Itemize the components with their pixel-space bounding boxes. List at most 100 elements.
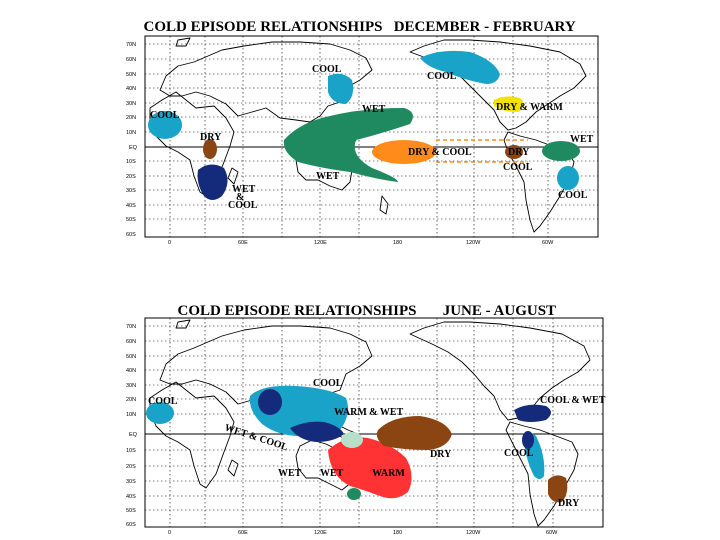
title-top: COLD EPISODE RELATIONSHIPS DECEMBER - FE…: [136, 2, 576, 36]
region-dry-pacific: [376, 416, 452, 450]
label-dry-pacific: DRY: [430, 449, 452, 460]
lat-tick: 50S: [126, 508, 136, 514]
label-cool-central-am: COOL: [503, 162, 533, 173]
title-bottom-main: COLD EPISODE RELATIONSHIPS: [177, 303, 417, 319]
label-cool-w-africa: COOL: [150, 110, 180, 121]
lon-tick: 180: [393, 530, 402, 536]
lat-tick: 60S: [126, 522, 136, 528]
lon-tick: 0: [168, 530, 171, 536]
lat-tick: 40S: [126, 203, 136, 209]
region-cool-n-pacific: [420, 50, 500, 84]
label-cool-wet-central-am: COOL & WET: [540, 395, 606, 406]
region-cool-w-africa-jja: [146, 402, 174, 424]
lat-tick: 60N: [126, 339, 136, 345]
label-cool-s-africa: COOL: [228, 200, 258, 211]
label-wet-s-africa: WET: [232, 184, 256, 195]
lat-tick: 30N: [126, 101, 136, 107]
label-cool-n-pacific: COOL: [427, 71, 457, 82]
lon-tick: 120W: [466, 530, 481, 536]
lon-tick: 180: [393, 240, 402, 246]
region-dry-warm-us: [494, 96, 524, 112]
region-warm-wet-pacific: [341, 432, 363, 448]
regions-top: [148, 50, 580, 200]
lat-tick: 50S: [126, 217, 136, 223]
region-dry-cool-pacific: [372, 140, 436, 164]
label-cool-s-america: COOL: [558, 190, 588, 201]
grid-bottom: [145, 318, 603, 527]
coastlines-bottom: [149, 319, 591, 527]
label-wet-australia: WET: [320, 468, 344, 479]
region-cool-wet-india: [258, 389, 282, 415]
lon-tick: 60W: [546, 530, 558, 536]
lat-tick: EQ: [129, 145, 138, 151]
label-wet-n-s-america: WET: [570, 134, 594, 145]
lon-tick: 120W: [466, 240, 481, 246]
lat-tick: 30S: [126, 479, 136, 485]
lat-tick: 30S: [126, 188, 136, 194]
region-cool-wet-central-am: [514, 404, 551, 422]
lat-tick: 50N: [126, 354, 136, 360]
region-wet-n-s-america: [542, 141, 580, 161]
map-jun-aug: COOL COOL COOL & WET WARM & WET WET & CO…: [126, 317, 606, 536]
lat-tick: 50N: [126, 72, 136, 78]
region-cool-s-america: [557, 166, 579, 190]
lat-tick: 10N: [126, 130, 136, 136]
region-wet-cool-maritime: [290, 421, 344, 442]
lon-tick: 60W: [542, 240, 554, 246]
lat-tick: 70N: [126, 324, 136, 330]
region-warm-pacific: [328, 437, 412, 499]
title-top-main: COLD EPISODE RELATIONSHIPS: [143, 19, 383, 35]
lat-tick: 70N: [126, 42, 136, 48]
regions-bottom: [146, 385, 568, 503]
frame-bottom: [144, 317, 604, 528]
lat-tick: 20S: [126, 464, 136, 470]
region-dry-e-africa: [203, 139, 217, 159]
lon-tick: 60E: [238, 530, 248, 536]
frame-top: [144, 35, 599, 238]
lat-tick: 40N: [126, 86, 136, 92]
label-dry-s-america: DRY: [558, 498, 580, 509]
lon-tick: 120E: [314, 240, 327, 246]
label-wet-australia: WET: [316, 171, 340, 182]
region-wet-maritime: [283, 108, 413, 182]
lat-tick: 20N: [126, 115, 136, 121]
region-dry-central-am: [505, 145, 523, 159]
lat-ticks-top: 70N 60N 50N 40N 30N 20N 10N EQ 10S 20S 3…: [126, 42, 138, 238]
lon-tick: 0: [168, 240, 171, 246]
label-wet-indian: WET: [278, 468, 302, 479]
title-top-season: DECEMBER - FEBRUARY: [393, 19, 576, 35]
region-wet-s-africa: [197, 164, 228, 200]
lat-tick: 60S: [126, 232, 136, 238]
lon-ticks-top: 0 60E 120E 180 120W 60W: [168, 240, 554, 246]
lat-tick: 30N: [126, 383, 136, 389]
lat-tick: 10S: [126, 448, 136, 454]
label-warm-wet-pacific: WARM & WET: [334, 407, 404, 418]
label-dry-e-africa: DRY: [200, 132, 222, 143]
region-cool-w-africa: [148, 111, 182, 139]
lat-tick: 60N: [126, 57, 136, 63]
label-and-s-africa: &: [236, 192, 244, 203]
lon-tick: 120E: [314, 530, 327, 536]
lon-tick: 60E: [238, 240, 248, 246]
label-dry-cool-pacific: DRY & COOL: [408, 147, 472, 158]
region-cool-e-asia: [328, 73, 354, 104]
label-cool-s-america-jja: COOL: [504, 448, 534, 459]
labels-top: COOL COOL COOL WET DRY DRY & WARM WET DR…: [150, 64, 594, 211]
lat-tick: 20S: [126, 174, 136, 180]
label-wet-maritime-n: WET: [362, 104, 386, 115]
lat-tick: 10N: [126, 412, 136, 418]
label-dry-warm-us: DRY & WARM: [496, 102, 563, 113]
label-cool-e-asia: COOL: [312, 64, 342, 75]
lat-tick: 20N: [126, 397, 136, 403]
region-cool-wet-blob: [522, 431, 534, 449]
label-cool-w-africa-jja: COOL: [148, 396, 178, 407]
lon-ticks-bottom: 0 60E 120E 180 120W 60W: [168, 530, 558, 536]
map-dec-feb: COOL COOL COOL WET DRY DRY & WARM WET DR…: [126, 35, 599, 246]
lat-tick: 40N: [126, 368, 136, 374]
label-dry-central-am: DRY: [508, 147, 530, 158]
region-dry-s-america: [548, 475, 568, 503]
lat-tick: 10S: [126, 159, 136, 165]
label-warm-pacific: WARM: [372, 468, 405, 479]
lat-ticks-bottom: 70N 60N 50N 40N 30N 20N 10N EQ 10S 20S 3…: [126, 324, 138, 528]
title-bottom: COLD EPISODE RELATIONSHIPS JUNE - AUGUST: [170, 286, 557, 320]
